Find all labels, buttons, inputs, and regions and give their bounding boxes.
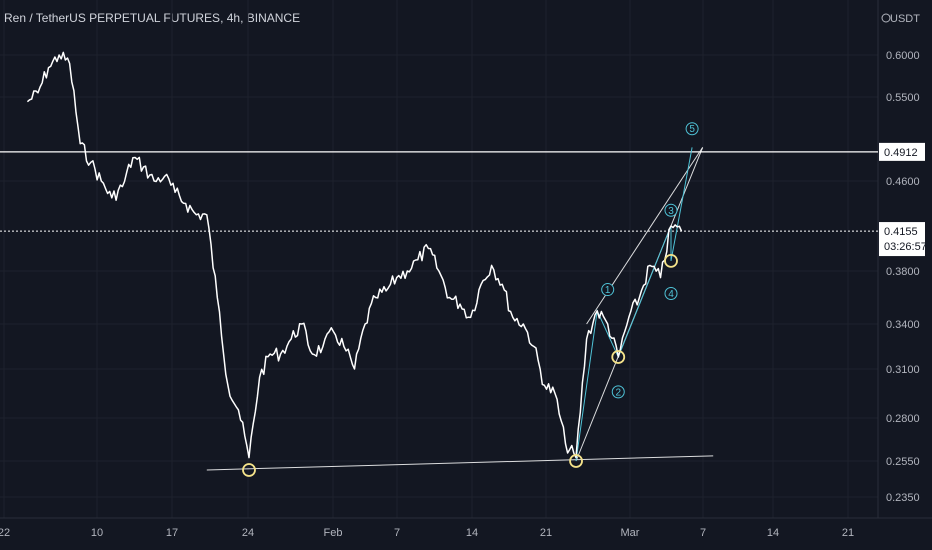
wave-label-circle — [664, 287, 678, 301]
pivot-marker[interactable] — [569, 454, 583, 468]
elliott-wave-path[interactable] — [575, 147, 693, 462]
trendline[interactable] — [586, 147, 704, 325]
level-price-tag-text: 0.4912 — [884, 147, 918, 159]
time-tick-label: 14 — [767, 527, 779, 539]
candle-countdown-text: 03:26:57 — [884, 241, 927, 253]
price-tick-label: 0.6000 — [886, 50, 920, 62]
last-price-tag-text: 0.4155 — [884, 226, 918, 238]
wave-label-1[interactable]: 1 — [601, 283, 615, 297]
price-tick-label: 0.5500 — [886, 92, 920, 104]
wave-label-text: 2 — [615, 387, 621, 398]
wave-labels: 1 2 3 4 5 — [601, 122, 699, 399]
time-tick-label: 21 — [842, 527, 854, 539]
last-price-tag — [879, 222, 925, 257]
price-tick-label: 0.2350 — [886, 492, 920, 504]
wave-label-circle — [601, 283, 615, 297]
price-tags: 0.4912 0.4155 03:26:57 — [879, 142, 927, 257]
price-tick-label: 0.3800 — [886, 266, 920, 278]
price-tick-label: 0.3100 — [886, 364, 920, 376]
time-tick-label: 7 — [394, 527, 400, 539]
wave-label-text: 1 — [605, 285, 611, 296]
time-tick-label: 10 — [91, 527, 103, 539]
time-tick-label: 14 — [466, 527, 478, 539]
horizontal-levels — [0, 151, 878, 232]
price-series-line — [26, 51, 683, 459]
price-tick-label: 0.2800 — [886, 413, 920, 425]
trendlines — [206, 147, 714, 471]
time-tick-label: 7 — [700, 527, 706, 539]
wave-label-circle — [664, 203, 678, 217]
pivot-marker[interactable] — [242, 463, 256, 477]
chart-grid — [0, 0, 878, 518]
time-tick-label: 17 — [166, 527, 178, 539]
level-price-tag — [879, 142, 925, 161]
time-axis[interactable]: 22 10 17 24 Feb 7 14 21 Mar 7 14 21 — [0, 527, 854, 539]
price-tick-label: 0.3400 — [886, 319, 920, 331]
wave-label-5[interactable]: 5 — [685, 122, 699, 136]
wave-label-text: 4 — [668, 289, 674, 300]
currency-icon — [881, 13, 891, 23]
currency-label: USDT — [890, 13, 920, 25]
time-tick-label: 24 — [242, 527, 254, 539]
pivot-marker[interactable] — [664, 253, 678, 268]
wave-label-3[interactable]: 3 — [664, 203, 678, 217]
wave-label-text: 3 — [668, 206, 674, 217]
time-tick-label: 22 — [0, 527, 10, 539]
price-axis[interactable]: 0.6000 0.5500 0.4600 0.3800 0.3400 0.3100 0.28… — [886, 50, 920, 504]
time-tick-label: Mar — [621, 527, 640, 539]
pivot-marker[interactable] — [611, 350, 626, 364]
time-tick-label: Feb — [324, 527, 343, 539]
time-tick-label: 21 — [540, 527, 552, 539]
pivot-markers — [242, 253, 678, 477]
trendline[interactable] — [206, 455, 714, 471]
wave-label-4[interactable]: 4 — [664, 287, 678, 301]
wave-label-circle — [611, 385, 625, 399]
wave-label-text: 5 — [689, 124, 695, 135]
price-tick-label: 0.2550 — [886, 456, 920, 468]
price-tick-label: 0.4600 — [886, 176, 920, 188]
wave-label-circle — [685, 122, 699, 136]
chart-title: Ren / TetherUS PERPETUAL FUTURES, 4h, BI… — [4, 11, 301, 25]
wave-label-2[interactable]: 2 — [611, 385, 625, 399]
